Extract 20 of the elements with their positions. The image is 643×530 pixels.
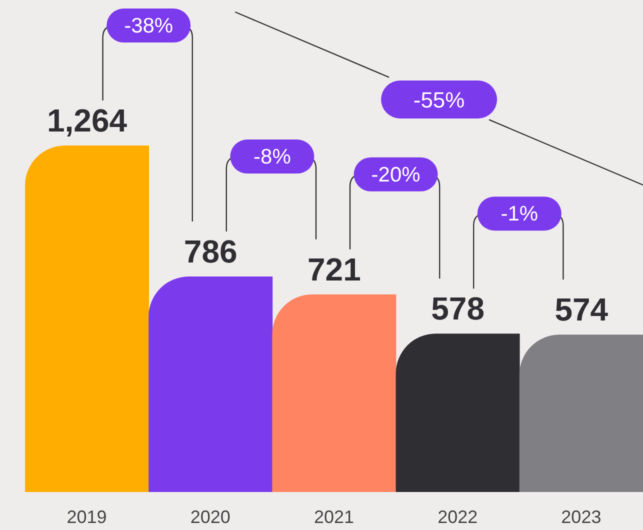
bar [148,276,273,492]
text: -55% [413,88,465,112]
data-label: 574 [554,292,608,328]
annotation: -8% [254,146,291,169]
bar [519,334,643,492]
x-tick-label: 2020 [190,506,230,527]
data-label: 578 [431,290,484,327]
data-label: 721 [308,251,361,288]
bar [396,334,520,492]
x-tick-label: 2023 [561,506,602,527]
text: -38% [124,14,174,38]
x-tick-label: 2022 [438,506,478,527]
bar [272,294,396,492]
annotation: -20% [371,163,420,186]
bar [25,146,149,492]
x-tick-label: 2019 [66,506,107,527]
data-label: 786 [184,234,238,270]
x-tick-label: 2021 [314,506,354,527]
annotation: -1% [500,202,538,226]
data-label: 1,264 [46,102,128,139]
